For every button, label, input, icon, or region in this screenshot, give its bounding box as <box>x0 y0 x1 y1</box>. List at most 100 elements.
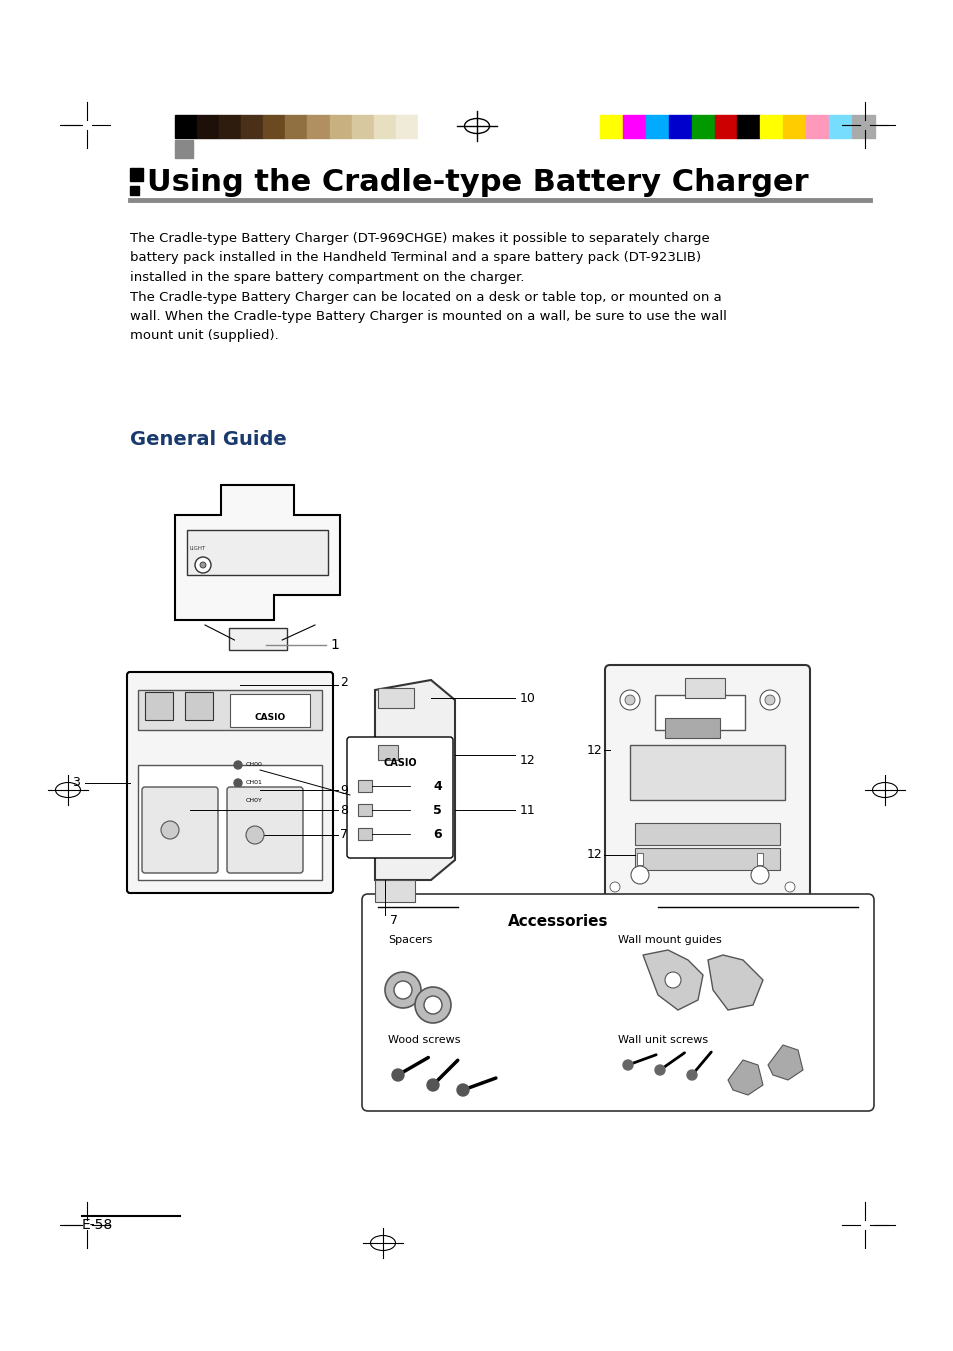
Bar <box>230 694 310 727</box>
Bar <box>329 115 352 138</box>
Bar <box>757 852 762 865</box>
Bar <box>684 678 724 698</box>
Bar <box>782 115 805 138</box>
Text: Spacers: Spacers <box>388 935 432 944</box>
Bar <box>760 115 782 138</box>
Text: The Cradle-type Battery Charger (DT-969CHGE) makes it possible to separately cha: The Cradle-type Battery Charger (DT-969C… <box>130 232 726 343</box>
Polygon shape <box>767 1046 802 1079</box>
Circle shape <box>246 825 264 844</box>
Circle shape <box>427 1079 438 1092</box>
FancyBboxPatch shape <box>227 788 303 873</box>
Bar <box>130 168 143 181</box>
Circle shape <box>200 562 206 567</box>
Circle shape <box>750 866 768 884</box>
Circle shape <box>609 882 619 892</box>
Bar <box>145 692 172 720</box>
Text: 3: 3 <box>72 775 80 789</box>
Bar <box>635 823 780 844</box>
Circle shape <box>233 780 242 788</box>
Circle shape <box>619 690 639 711</box>
Circle shape <box>161 821 179 839</box>
Bar <box>307 115 329 138</box>
Circle shape <box>630 866 648 884</box>
Circle shape <box>194 557 211 573</box>
Text: CASIO: CASIO <box>254 713 285 721</box>
Bar <box>174 115 197 138</box>
Text: CH01: CH01 <box>246 781 263 785</box>
Circle shape <box>664 971 680 988</box>
Circle shape <box>784 882 794 892</box>
Bar <box>219 115 241 138</box>
Bar <box>417 115 439 138</box>
Bar <box>352 115 374 138</box>
Text: LIGHT: LIGHT <box>190 546 206 551</box>
Bar <box>622 115 645 138</box>
Bar <box>185 692 213 720</box>
Bar <box>395 115 417 138</box>
Text: 7: 7 <box>390 913 397 927</box>
Bar <box>599 115 622 138</box>
Bar <box>357 804 372 816</box>
Circle shape <box>456 1084 469 1096</box>
Bar <box>668 115 691 138</box>
Circle shape <box>423 996 441 1015</box>
Circle shape <box>385 971 420 1008</box>
Bar <box>737 115 760 138</box>
Circle shape <box>624 694 635 705</box>
Bar <box>187 530 328 576</box>
Circle shape <box>233 797 242 805</box>
Text: 10: 10 <box>519 692 536 704</box>
Text: 7: 7 <box>339 828 348 842</box>
Bar <box>285 115 307 138</box>
Polygon shape <box>707 955 762 1011</box>
Text: 12: 12 <box>586 848 601 862</box>
Bar <box>230 628 287 650</box>
Bar <box>375 880 415 902</box>
Circle shape <box>622 1061 633 1070</box>
Bar <box>637 852 642 865</box>
Text: 6: 6 <box>433 828 441 840</box>
Text: 12: 12 <box>586 743 601 757</box>
FancyBboxPatch shape <box>361 894 873 1111</box>
Bar <box>197 115 219 138</box>
Bar <box>357 780 372 792</box>
Polygon shape <box>642 950 702 1011</box>
Bar <box>691 115 714 138</box>
Text: 12: 12 <box>519 754 536 766</box>
Text: Using the Cradle-type Battery Charger: Using the Cradle-type Battery Charger <box>147 168 808 197</box>
Circle shape <box>760 690 780 711</box>
Bar <box>664 717 720 738</box>
Text: 1: 1 <box>331 638 339 653</box>
Text: Wood screws: Wood screws <box>388 1035 460 1046</box>
Bar <box>851 115 874 138</box>
Bar <box>655 694 744 730</box>
FancyBboxPatch shape <box>604 665 809 900</box>
FancyBboxPatch shape <box>127 671 333 893</box>
Bar <box>174 141 193 158</box>
Polygon shape <box>174 485 339 620</box>
Bar <box>263 115 285 138</box>
Polygon shape <box>375 680 455 880</box>
Bar <box>377 744 397 761</box>
Bar <box>357 828 372 840</box>
Text: Accessories: Accessories <box>507 915 608 929</box>
Circle shape <box>686 1070 697 1079</box>
Bar <box>377 688 414 708</box>
Text: Wall mount guides: Wall mount guides <box>618 935 721 944</box>
Bar <box>805 115 828 138</box>
Text: 11: 11 <box>519 804 536 816</box>
Bar <box>130 186 139 195</box>
Text: CH00: CH00 <box>246 762 263 767</box>
Circle shape <box>233 761 242 769</box>
Text: 5: 5 <box>433 804 441 816</box>
Circle shape <box>392 1069 403 1081</box>
Text: E-58: E-58 <box>82 1219 113 1232</box>
Text: 8: 8 <box>339 804 348 816</box>
FancyBboxPatch shape <box>142 788 218 873</box>
Text: 4: 4 <box>433 780 441 793</box>
Bar <box>828 115 851 138</box>
Text: General Guide: General Guide <box>130 430 287 449</box>
Bar <box>629 744 784 800</box>
Text: CASIO: CASIO <box>383 758 416 767</box>
Circle shape <box>655 1065 664 1075</box>
